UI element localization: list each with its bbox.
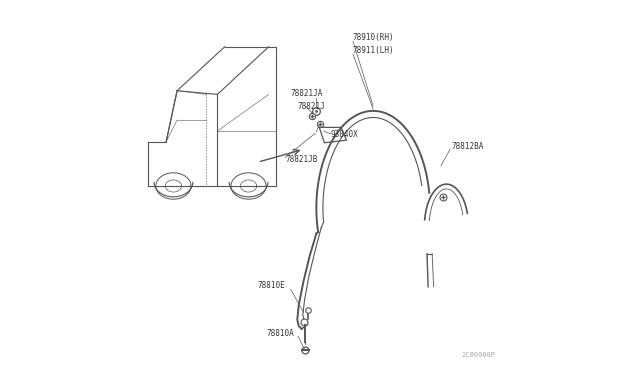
Text: 78911(LH): 78911(LH) — [353, 46, 395, 55]
Text: 78810E: 78810E — [258, 281, 285, 290]
Text: 78810A: 78810A — [267, 329, 294, 338]
Text: 78812BA: 78812BA — [451, 142, 484, 151]
Text: 78821JA: 78821JA — [291, 89, 323, 98]
Text: 78910(RH): 78910(RH) — [353, 33, 395, 42]
Text: 78821J: 78821J — [298, 102, 325, 110]
Text: 2C80000P: 2C80000P — [462, 352, 496, 358]
Text: 78821JB: 78821JB — [285, 155, 317, 164]
Text: 93840X: 93840X — [331, 130, 359, 139]
